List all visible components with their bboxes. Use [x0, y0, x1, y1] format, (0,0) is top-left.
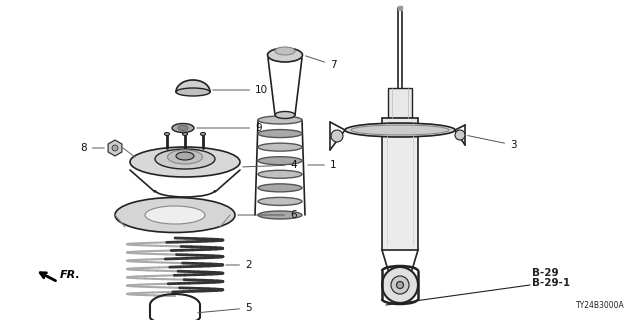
- Ellipse shape: [397, 282, 403, 289]
- Bar: [382, 118, 418, 250]
- Ellipse shape: [275, 47, 295, 55]
- Ellipse shape: [345, 123, 455, 137]
- Ellipse shape: [176, 88, 210, 96]
- Ellipse shape: [168, 150, 202, 164]
- Ellipse shape: [382, 267, 418, 303]
- Ellipse shape: [182, 132, 188, 135]
- Text: 3: 3: [468, 136, 516, 150]
- Text: 5: 5: [198, 303, 252, 313]
- Ellipse shape: [145, 206, 205, 224]
- Circle shape: [455, 130, 465, 140]
- Ellipse shape: [176, 152, 194, 160]
- Circle shape: [331, 130, 343, 142]
- Text: 1: 1: [308, 160, 337, 170]
- Ellipse shape: [130, 147, 240, 177]
- Ellipse shape: [275, 111, 295, 118]
- Text: B-29-1: B-29-1: [532, 278, 570, 288]
- Ellipse shape: [258, 197, 302, 205]
- Text: 4: 4: [243, 160, 296, 170]
- Bar: [388, 88, 412, 118]
- Ellipse shape: [258, 184, 302, 192]
- Ellipse shape: [258, 211, 302, 219]
- Ellipse shape: [258, 157, 302, 165]
- Ellipse shape: [200, 132, 205, 135]
- Text: TY24B3000A: TY24B3000A: [576, 301, 625, 310]
- Text: 7: 7: [306, 56, 337, 70]
- Ellipse shape: [351, 125, 449, 135]
- Ellipse shape: [258, 143, 302, 151]
- Ellipse shape: [155, 149, 215, 169]
- Ellipse shape: [391, 276, 409, 294]
- Text: 6: 6: [238, 210, 296, 220]
- Text: B-29: B-29: [532, 268, 559, 278]
- Ellipse shape: [258, 130, 302, 138]
- Ellipse shape: [172, 124, 194, 132]
- Ellipse shape: [258, 116, 302, 124]
- Polygon shape: [176, 80, 210, 92]
- Ellipse shape: [258, 170, 302, 178]
- Text: 10: 10: [212, 85, 268, 95]
- Circle shape: [112, 145, 118, 151]
- Text: 9: 9: [196, 123, 262, 133]
- Ellipse shape: [164, 132, 170, 135]
- Bar: [398, 6, 402, 10]
- Text: FR.: FR.: [60, 270, 81, 280]
- Ellipse shape: [178, 125, 188, 131]
- Text: 2: 2: [226, 260, 252, 270]
- Text: 8: 8: [80, 143, 104, 153]
- Ellipse shape: [115, 197, 235, 233]
- Ellipse shape: [268, 48, 303, 62]
